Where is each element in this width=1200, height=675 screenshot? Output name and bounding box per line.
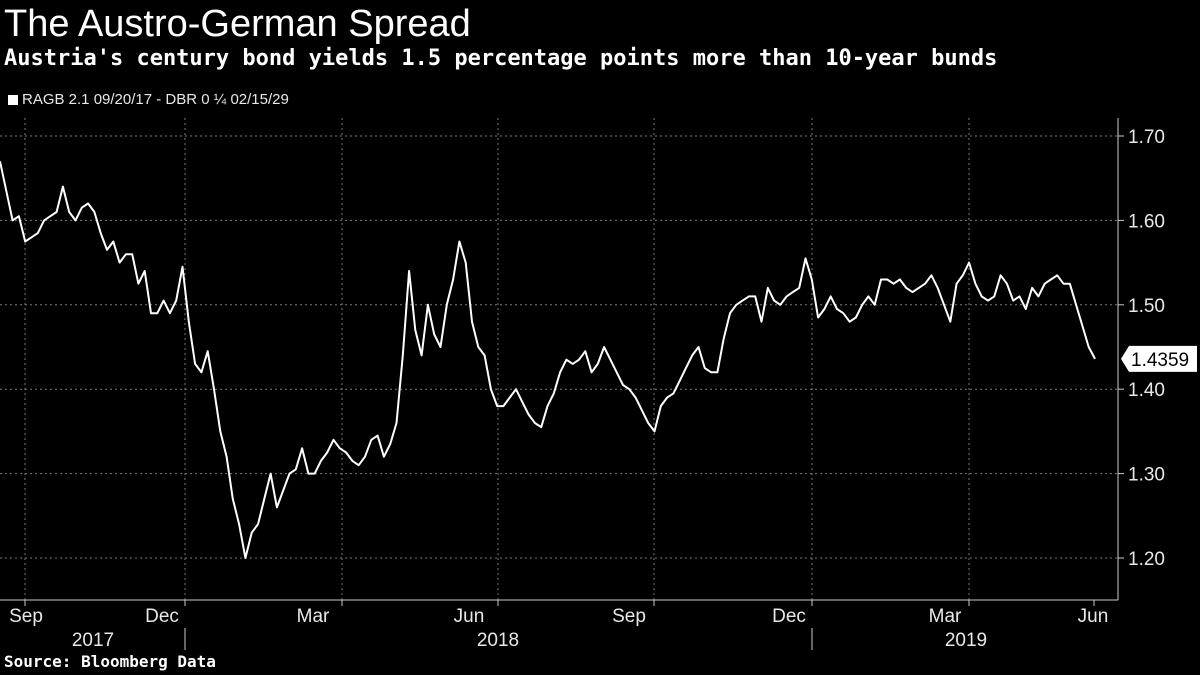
- y-tick-label: 1.60: [1128, 211, 1165, 232]
- x-tick-label: Jun: [1078, 606, 1109, 627]
- x-tick-label: Dec: [772, 606, 806, 627]
- last-value-box: [1121, 345, 1197, 372]
- legend: RAGB 2.1 09/20/17 - DBR 0 ¼ 02/15/29: [8, 90, 289, 110]
- series-line: [0, 161, 1096, 559]
- x-tick-label: Sep: [9, 606, 43, 627]
- x-tick-label: Mar: [297, 606, 330, 627]
- x-year-label: 2019: [945, 630, 987, 651]
- legend-label: RAGB 2.1 09/20/17 - DBR 0 ¼ 02/15/29: [22, 91, 289, 108]
- y-tick-label: 1.20: [1128, 549, 1165, 570]
- x-tick-label: Sep: [612, 606, 646, 627]
- last-value-label: 1.4359: [1131, 350, 1189, 371]
- x-tick-labels: Sep Dec Mar Jun Sep Dec Mar Jun 2017 2018 2019: [9, 606, 1108, 651]
- y-tick-label: 1.50: [1128, 296, 1165, 317]
- y-tick-label: 1.70: [1128, 127, 1165, 148]
- y-tick-label: 1.40: [1128, 380, 1165, 401]
- x-year-label: 2018: [477, 630, 519, 651]
- chart-title: The Austro-German Spread: [4, 3, 471, 45]
- y-tick-labels: 1.20 1.30 1.40 1.50 1.60 1.70: [1128, 127, 1165, 570]
- y-tick-label: 1.30: [1128, 465, 1165, 486]
- last-value-marker: 1.4359: [1121, 345, 1197, 372]
- x-year-label: 2017: [72, 630, 114, 651]
- source-note: Source: Bloomberg Data: [4, 652, 216, 671]
- axis-lines: [0, 118, 1124, 650]
- x-tick-label: Mar: [929, 606, 962, 627]
- grid-lines: [0, 118, 1118, 600]
- x-tick-label: Jun: [454, 606, 485, 627]
- x-tick-label: Dec: [145, 606, 179, 627]
- legend-swatch: [8, 95, 18, 105]
- chart-subtitle: Austria's century bond yields 1.5 percen…: [4, 46, 998, 71]
